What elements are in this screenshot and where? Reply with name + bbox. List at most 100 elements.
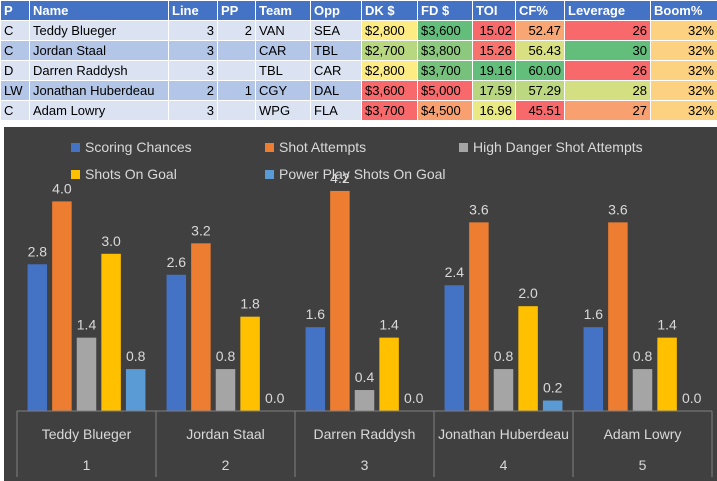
cell-dk-salary: $2,800	[361, 20, 418, 41]
cell-fd-salary: $3,600	[417, 20, 473, 41]
cell-pp	[217, 60, 256, 81]
header-boom-pct: Boom%	[650, 0, 717, 21]
cell-opp: CAR	[310, 60, 362, 81]
bar	[166, 274, 187, 411]
bar	[444, 285, 465, 411]
cell-dk-salary: $2,700	[361, 40, 418, 61]
data-label: 3.6	[608, 201, 628, 217]
stats-table-panel: P Name Line PP Team Opp DK $ FD $ TOI CF…	[0, 0, 717, 124]
cell-pp: 2	[217, 20, 256, 41]
data-label: 0.8	[126, 348, 146, 364]
data-label: 1.6	[584, 306, 604, 322]
data-label: 2.6	[167, 254, 187, 270]
header-opp: Opp	[310, 0, 362, 21]
cell-line: 3	[168, 20, 218, 41]
data-label: 4.0	[52, 180, 72, 196]
data-label: 0.8	[494, 348, 514, 364]
cell-team: VAN	[255, 20, 311, 41]
data-label: 3.6	[469, 201, 489, 217]
bar	[330, 190, 350, 411]
cell-leverage: 28	[564, 80, 651, 101]
legend-label: High Danger Shot Attempts	[473, 139, 643, 155]
header-cf-pct: CF%	[515, 0, 565, 21]
data-label: 1.8	[240, 296, 260, 312]
cell-cf-pct: 52.47	[515, 20, 565, 41]
legend-swatch	[265, 143, 274, 152]
category-label: Jonathan Huberdeau	[438, 426, 569, 442]
cell-team: CGY	[255, 80, 311, 101]
data-label: 2.4	[445, 264, 465, 280]
data-label: 1.4	[77, 317, 97, 333]
chart-background	[4, 127, 717, 481]
stats-table: P Name Line PP Team Opp DK $ FD $ TOI CF…	[0, 0, 717, 121]
bar	[518, 306, 538, 411]
bar	[125, 369, 146, 411]
legend-label: Power Play Shots On Goal	[279, 166, 446, 182]
bar	[469, 222, 489, 411]
cell-opp: FLA	[310, 100, 362, 121]
header-pp: PP	[217, 0, 256, 21]
header-team: Team	[255, 0, 311, 21]
cell-toi: 16.96	[472, 100, 516, 121]
legend-swatch	[71, 170, 80, 179]
legend-swatch	[265, 170, 274, 179]
table-row: C Teddy Blueger 3 2 VAN SEA $2,800 $3,600 15.02 5…	[0, 20, 717, 41]
legend-label: Shots On Goal	[85, 166, 177, 182]
data-label: 0.0	[404, 390, 424, 406]
data-label: 0.2	[543, 380, 563, 396]
cell-player-name: Adam Lowry	[29, 100, 169, 121]
table-row: D Darren Raddysh 3 TBL CAR $2,800 $3,700 19.16 6…	[0, 60, 717, 81]
cell-leverage: 30	[564, 40, 651, 61]
cell-leverage: 26	[564, 60, 651, 81]
cell-boom-pct: 32%	[650, 60, 717, 81]
cell-opp: DAL	[310, 80, 362, 101]
header-position: P	[0, 0, 30, 21]
cell-position: D	[0, 60, 30, 81]
cell-cf-pct: 57.29	[515, 80, 565, 101]
bar	[493, 369, 514, 411]
cell-boom-pct: 32%	[650, 40, 717, 61]
bar	[583, 327, 604, 411]
cell-leverage: 26	[564, 20, 651, 41]
header-line: Line	[168, 0, 218, 21]
data-label: 1.6	[306, 306, 326, 322]
cell-cf-pct: 60.00	[515, 60, 565, 81]
cell-position: LW	[0, 80, 30, 101]
category-label: Jordan Staal	[186, 426, 265, 442]
header-fd-salary: FD $	[417, 0, 473, 21]
category-line-label: 3	[361, 457, 369, 473]
data-label: 0.8	[216, 348, 236, 364]
cell-toi: 15.26	[472, 40, 516, 61]
cell-pp	[217, 100, 256, 121]
cell-fd-salary: $4,500	[417, 100, 473, 121]
data-label: 0.4	[355, 369, 375, 385]
cell-opp: TBL	[310, 40, 362, 61]
cell-position: C	[0, 20, 30, 41]
header-name: Name	[29, 0, 169, 21]
cell-line: 3	[168, 100, 218, 121]
chart-canvas: Scoring Chances Shot Attempts High Danger …	[4, 127, 717, 481]
table-row: C Jordan Staal 3 CAR TBL $2,700 $3,800 15.26 56.…	[0, 40, 717, 61]
category-label: Darren Raddysh	[314, 426, 416, 442]
data-label: 1.4	[379, 317, 399, 333]
bar	[608, 222, 628, 411]
cell-boom-pct: 32%	[650, 20, 717, 41]
cell-team: WPG	[255, 100, 311, 121]
cell-cf-pct: 45.51	[515, 100, 565, 121]
bar	[379, 337, 399, 411]
cell-dk-salary: $2,800	[361, 60, 418, 81]
legend-swatch	[71, 143, 80, 152]
bar	[542, 400, 563, 411]
cell-dk-salary: $3,600	[361, 80, 418, 101]
cell-pp: 1	[217, 80, 256, 101]
category-line-label: 5	[639, 457, 647, 473]
cell-position: C	[0, 40, 30, 61]
cell-player-name: Teddy Blueger	[29, 20, 169, 41]
bar	[305, 327, 326, 411]
cell-dk-salary: $3,700	[361, 100, 418, 121]
bar	[52, 201, 72, 411]
table-header-row: P Name Line PP Team Opp DK $ FD $ TOI CF…	[0, 0, 717, 21]
cell-opp: SEA	[310, 20, 362, 41]
cell-team: TBL	[255, 60, 311, 81]
header-dk-salary: DK $	[361, 0, 418, 21]
